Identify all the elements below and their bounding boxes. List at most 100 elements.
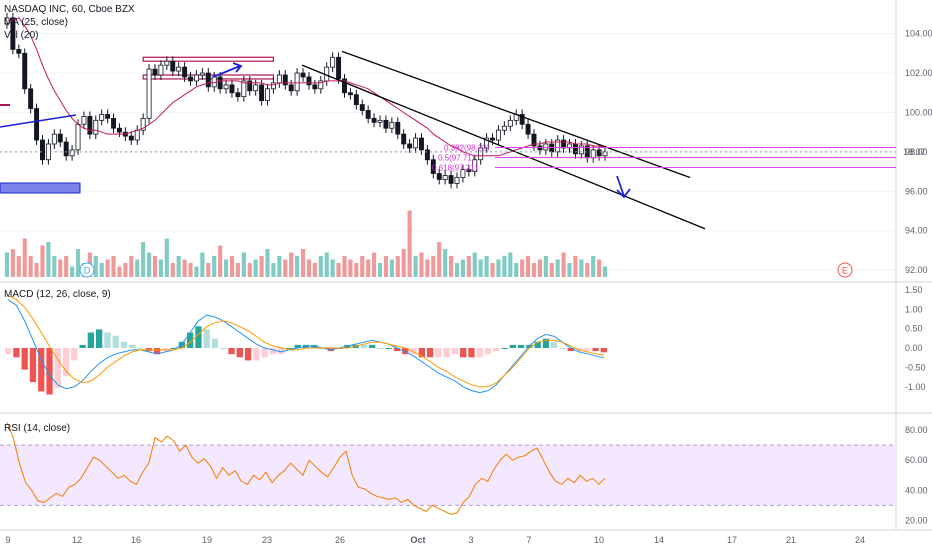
- candle-body[interactable]: [223, 84, 229, 90]
- candle-body[interactable]: [182, 66, 188, 78]
- candle-body[interactable]: [383, 119, 389, 129]
- candle-body[interactable]: [448, 175, 454, 184]
- candle-body[interactable]: [347, 92, 353, 96]
- candle-body[interactable]: [235, 92, 241, 98]
- candle-body[interactable]: [140, 117, 146, 131]
- candle-body[interactable]: [116, 127, 122, 133]
- candle-body[interactable]: [188, 76, 194, 82]
- candle-body[interactable]: [365, 110, 371, 119]
- candle-body[interactable]: [105, 114, 111, 119]
- candle-body[interactable]: [484, 137, 490, 149]
- candle-body[interactable]: [288, 84, 294, 92]
- candle-body[interactable]: [253, 84, 259, 92]
- candle-body[interactable]: [330, 56, 336, 68]
- candle-body[interactable]: [436, 173, 442, 180]
- resistance-zone[interactable]: [142, 56, 275, 62]
- candle-body[interactable]: [193, 74, 199, 82]
- candle-body[interactable]: [495, 129, 501, 141]
- candle-body[interactable]: [51, 133, 57, 145]
- candle-body[interactable]: [413, 137, 419, 149]
- candle-body[interactable]: [99, 114, 105, 121]
- candle-body[interactable]: [501, 125, 507, 131]
- candle-body[interactable]: [270, 82, 276, 90]
- candle-body[interactable]: [4, 17, 10, 25]
- candle-body[interactable]: [543, 143, 549, 151]
- candle-body[interactable]: [389, 121, 395, 129]
- candle-body[interactable]: [265, 88, 270, 102]
- down-arrow-annotation[interactable]: [616, 175, 631, 199]
- candle-body[interactable]: [128, 135, 134, 141]
- candle-body[interactable]: [318, 80, 324, 90]
- candle-body[interactable]: [229, 84, 235, 94]
- candle-body[interactable]: [81, 115, 87, 125]
- candle-body[interactable]: [306, 76, 312, 86]
- candle-body[interactable]: [519, 114, 525, 125]
- candle-body[interactable]: [152, 68, 158, 76]
- candle-body[interactable]: [134, 129, 140, 141]
- candle-body[interactable]: [407, 143, 413, 149]
- candle-body[interactable]: [490, 137, 496, 141]
- candle-body[interactable]: [111, 117, 117, 129]
- candle-body[interactable]: [525, 123, 531, 135]
- left-trend-line[interactable]: [0, 114, 77, 128]
- candle-body[interactable]: [247, 80, 253, 92]
- candle-body[interactable]: [93, 119, 99, 135]
- candle-body[interactable]: [241, 80, 247, 98]
- candle-body[interactable]: [442, 175, 448, 180]
- candle-body[interactable]: [158, 64, 164, 76]
- candle-body[interactable]: [205, 72, 211, 88]
- candle-body[interactable]: [336, 56, 342, 80]
- candle-body[interactable]: [10, 17, 16, 50]
- candle-body[interactable]: [16, 48, 22, 54]
- up-arrow-annotation[interactable]: [212, 62, 243, 78]
- candle-body[interactable]: [69, 149, 75, 157]
- left-support-rectangle[interactable]: [0, 182, 81, 194]
- candle-body[interactable]: [342, 78, 347, 94]
- candle-body[interactable]: [199, 72, 205, 76]
- candle-body[interactable]: [164, 60, 170, 66]
- candle-body[interactable]: [75, 123, 81, 151]
- candle-body[interactable]: [87, 115, 93, 135]
- candle-body[interactable]: [276, 74, 282, 84]
- candle-body[interactable]: [507, 119, 513, 127]
- candle-body[interactable]: [57, 133, 63, 143]
- dividend-marker[interactable]: [79, 262, 95, 278]
- candle-body[interactable]: [418, 137, 424, 151]
- candle-body[interactable]: [561, 139, 567, 149]
- candle-body[interactable]: [424, 149, 430, 161]
- channel-upper-line[interactable]: [341, 50, 691, 179]
- candle-body[interactable]: [578, 145, 584, 155]
- candle-body[interactable]: [359, 104, 365, 111]
- candle-body[interactable]: [466, 169, 472, 172]
- candle-body[interactable]: [371, 117, 377, 123]
- candle-body[interactable]: [63, 141, 69, 157]
- candle-body[interactable]: [176, 66, 182, 72]
- candle-body[interactable]: [430, 159, 436, 174]
- candle-body[interactable]: [40, 139, 45, 161]
- candle-body[interactable]: [401, 133, 407, 145]
- candle-body[interactable]: [217, 76, 223, 90]
- candle-body[interactable]: [454, 177, 460, 184]
- candle-body[interactable]: [22, 52, 28, 90]
- candle-body[interactable]: [34, 108, 40, 141]
- candle-body[interactable]: [596, 149, 602, 157]
- channel-lower-line[interactable]: [301, 64, 706, 230]
- candle-body[interactable]: [531, 133, 537, 147]
- candle-body[interactable]: [472, 159, 478, 172]
- candle-body[interactable]: [602, 151, 608, 157]
- candle-body[interactable]: [353, 94, 359, 105]
- earnings-marker[interactable]: [837, 262, 853, 278]
- candle-body[interactable]: [28, 88, 34, 109]
- candle-body[interactable]: [312, 84, 318, 90]
- candle-body[interactable]: [259, 84, 265, 102]
- candle-body[interactable]: [282, 74, 288, 86]
- candle-body[interactable]: [395, 121, 401, 135]
- candle-body[interactable]: [294, 72, 300, 92]
- candle-body[interactable]: [300, 72, 306, 78]
- candle-body[interactable]: [146, 68, 152, 119]
- candle-body[interactable]: [555, 139, 561, 153]
- candle-body[interactable]: [460, 169, 466, 178]
- candle-body[interactable]: [377, 119, 383, 123]
- candle-body[interactable]: [478, 147, 484, 161]
- candle-body[interactable]: [170, 60, 176, 72]
